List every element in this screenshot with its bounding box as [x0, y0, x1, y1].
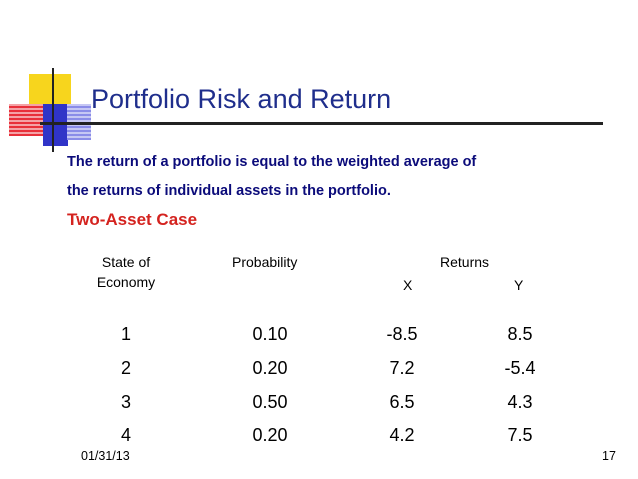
cell-return-y: 8.5: [507, 324, 533, 344]
header-state-line-2: Economy: [96, 274, 156, 290]
cell-return-y: 4.3: [507, 392, 533, 412]
logo-blue-square: [43, 104, 68, 146]
cell-state: 4: [120, 425, 131, 445]
cell-return-x: 6.5: [389, 392, 415, 412]
cell-return-x: -8.5: [386, 324, 418, 344]
intro-line-2: the returns of individual assets in the …: [67, 183, 391, 199]
cell-probability: 0.10: [252, 324, 288, 344]
header-returns: Returns: [440, 254, 490, 270]
logo-vertical-line: [52, 68, 54, 152]
header-probability: Probability: [232, 254, 298, 270]
cell-probability: 0.20: [252, 425, 288, 445]
slide-title: Portfolio Risk and Return: [91, 84, 392, 114]
header-state-line-1: State of: [101, 254, 151, 270]
cell-state: 3: [120, 392, 131, 412]
header-state: State of Economy: [86, 254, 166, 290]
header-y: Y: [514, 277, 524, 293]
subheading: Two-Asset Case: [67, 210, 198, 229]
header-x: X: [403, 277, 413, 293]
cell-return-y: 7.5: [507, 425, 533, 445]
intro-line-1: The return of a portfolio is equal to th…: [67, 154, 477, 170]
cell-return-y: -5.4: [504, 358, 536, 378]
page-number: 17: [602, 449, 616, 463]
footer-date: 01/31/13: [81, 449, 130, 463]
title-underline: [40, 122, 603, 125]
cell-state: 2: [120, 358, 131, 378]
intro-text: The return of a portfolio is equal to th…: [67, 148, 607, 206]
cell-probability: 0.20: [252, 358, 288, 378]
cell-probability: 0.50: [252, 392, 288, 412]
cell-state: 1: [120, 324, 131, 344]
logo-red-square: [9, 104, 45, 136]
cell-return-x: 4.2: [389, 425, 415, 445]
cell-return-x: 7.2: [389, 358, 415, 378]
